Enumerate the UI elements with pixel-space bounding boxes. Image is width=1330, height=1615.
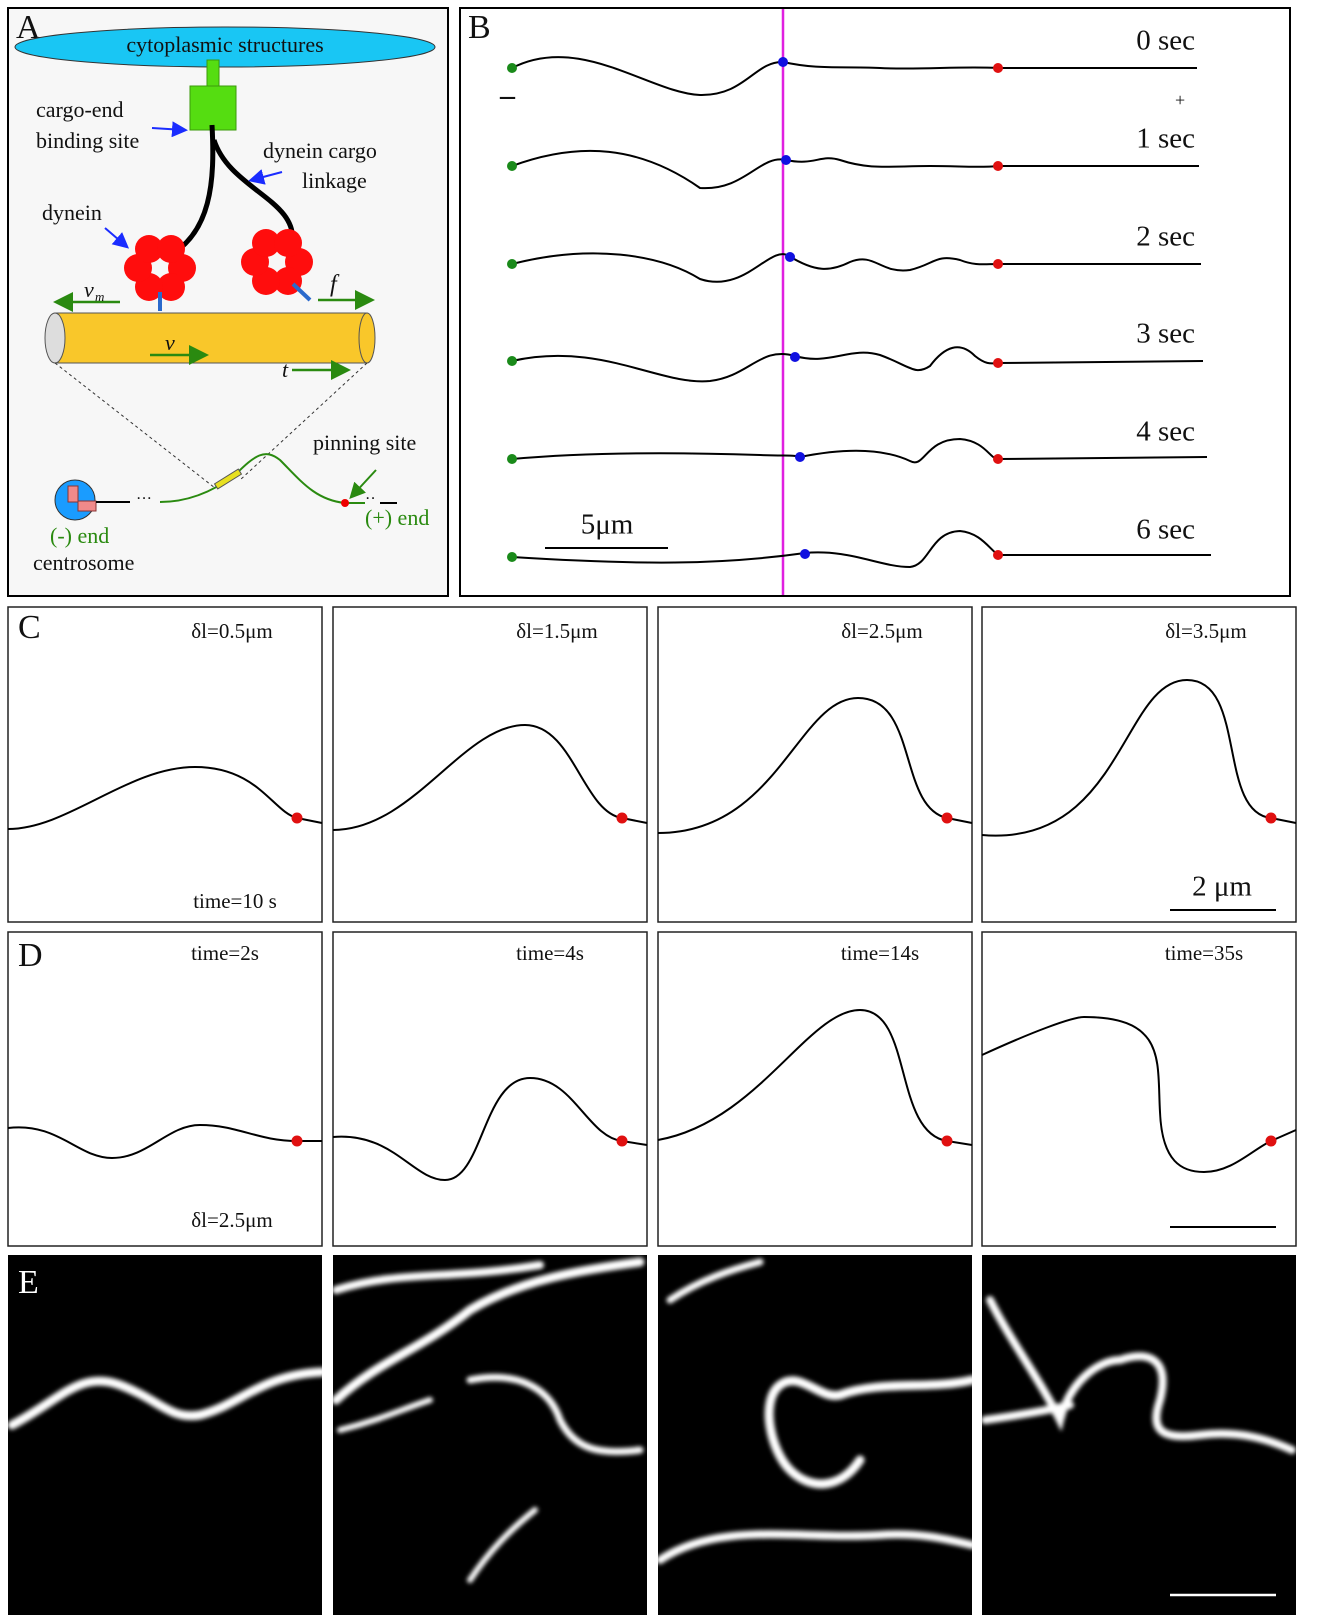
panel-a: A cytoplasmic structures cargo-end bindi… — [8, 8, 448, 596]
micrograph — [658, 1255, 972, 1615]
t-label: t — [282, 357, 289, 382]
panel-d: D time=2s time=4s time=14s time=35s δl=2… — [8, 932, 1296, 1246]
v-label: v — [165, 330, 175, 355]
binding-site — [190, 86, 236, 130]
delta-label: δl=0.5μm — [191, 619, 272, 643]
microtubule-end — [359, 313, 375, 363]
panel-b: B 0 sec 1 sec 2 sec 3 sec 4 sec — [460, 8, 1290, 596]
binding-label: cargo-end — [36, 97, 124, 122]
time-label: time=14s — [841, 941, 919, 965]
centriole — [78, 501, 96, 511]
panel-e: E — [8, 1255, 1296, 1615]
time-label: 6 sec — [1136, 514, 1195, 546]
dots: ··· — [136, 491, 152, 508]
dynein-label: dynein — [42, 200, 102, 225]
time-label: time=4s — [516, 941, 584, 965]
time-label: 3 sec — [1136, 318, 1195, 350]
time-label: time=10 s — [193, 889, 277, 913]
panel-c: C δl=0.5μm δl=1.5μm δl=2.5μm δl=3.5μm ti… — [8, 607, 1296, 922]
scale-label: 5μm — [581, 509, 634, 541]
cytoplasm-label: cytoplasmic structures — [126, 32, 323, 57]
figure: A cytoplasmic structures cargo-end bindi… — [0, 0, 1330, 1615]
vm-label: v — [84, 277, 94, 302]
binding-neck — [207, 60, 219, 86]
delta-label: δl=3.5μm — [1165, 619, 1246, 643]
binding-label: binding site — [36, 128, 139, 153]
panel-label: B — [468, 9, 491, 46]
minus-end-label: (-) end — [50, 523, 109, 548]
microtubule-end — [45, 313, 65, 363]
plus-label: + — [1175, 90, 1185, 110]
time-label: 2 sec — [1136, 221, 1195, 253]
frame — [658, 607, 972, 922]
micrograph — [333, 1255, 647, 1615]
vm-subscript: m — [95, 289, 104, 304]
pinning-label: pinning site — [313, 430, 416, 455]
time-label: time=35s — [1165, 941, 1243, 965]
panel-label: C — [18, 609, 41, 646]
microtubule — [55, 313, 367, 363]
delta-label: δl=2.5μm — [191, 1208, 272, 1232]
panel-label: E — [18, 1264, 39, 1301]
frame — [982, 932, 1296, 1246]
frame — [658, 932, 972, 1246]
micrograph — [8, 1255, 322, 1615]
time-label: time=2s — [191, 941, 259, 965]
time-label: 0 sec — [1136, 25, 1195, 57]
centriole — [68, 486, 78, 502]
plus-end-label: (+) end — [365, 505, 429, 530]
frame — [333, 607, 647, 922]
time-label: 4 sec — [1136, 416, 1195, 448]
scale-label: 2 μm — [1192, 871, 1252, 903]
panel-label: D — [18, 937, 43, 974]
delta-label: δl=1.5μm — [516, 619, 597, 643]
centrosome-label: centrosome — [33, 550, 134, 575]
pin — [341, 499, 349, 507]
delta-label: δl=2.5μm — [841, 619, 922, 643]
time-label: 1 sec — [1136, 123, 1195, 155]
linkage-label: dynein cargo — [263, 138, 377, 163]
minus-label: – — [499, 79, 516, 112]
frame — [8, 932, 322, 1246]
frame — [8, 607, 322, 922]
frame — [333, 932, 647, 1246]
linkage-label: linkage — [302, 168, 367, 193]
